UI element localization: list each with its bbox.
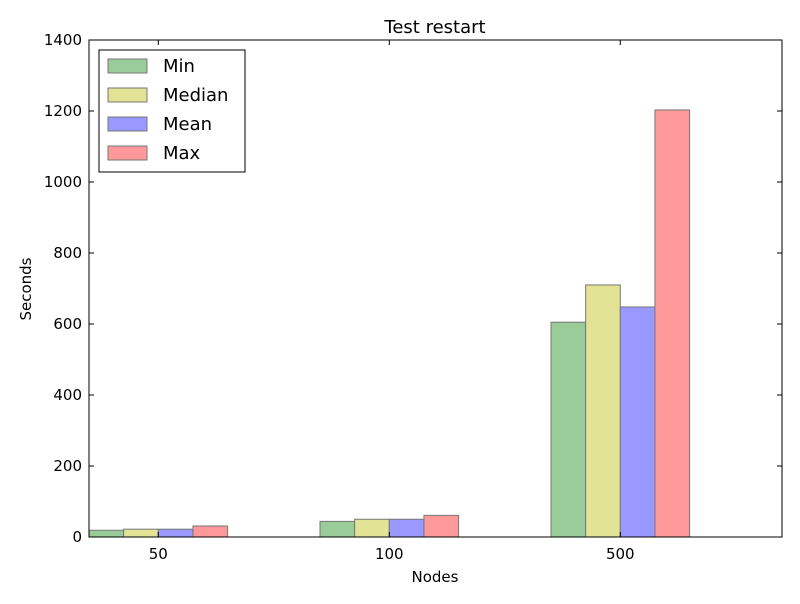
y-tick-label: 1200 xyxy=(44,102,82,120)
bar-min-100 xyxy=(319,520,356,538)
y-tick-label: 400 xyxy=(53,386,82,404)
y-tick-label: 1400 xyxy=(44,31,82,49)
bar-min-50 xyxy=(88,529,125,538)
bar-mean-500 xyxy=(619,306,656,538)
legend-swatch-mean xyxy=(107,116,148,132)
legend-label-mean: Mean xyxy=(163,114,212,135)
y-tick-label: 0 xyxy=(72,528,82,546)
bar-median-500 xyxy=(585,284,621,538)
x-tick-label: 50 xyxy=(149,545,168,563)
y-axis-label: Seconds xyxy=(17,257,35,320)
legend-swatch-median xyxy=(107,87,148,103)
legend: Min Median Mean Max xyxy=(98,49,246,173)
bar-max-100 xyxy=(423,514,460,538)
plot-frame xyxy=(88,39,783,538)
legend-label-max: Max xyxy=(163,143,201,164)
legend-swatch-max xyxy=(107,145,148,161)
legend-label-min: Min xyxy=(163,56,195,77)
legend-label-median: Median xyxy=(163,85,228,106)
x-tick-label: 100 xyxy=(375,545,404,563)
bar-median-100 xyxy=(354,518,390,538)
y-tick-label: 600 xyxy=(53,315,82,333)
y-tick-label: 200 xyxy=(53,457,82,475)
bar-mean-50 xyxy=(157,528,194,538)
legend-swatch-min xyxy=(107,58,148,74)
x-axis-label: Nodes xyxy=(412,568,459,586)
y-tick-label: 800 xyxy=(53,244,82,262)
y-tick-label: 1000 xyxy=(44,173,82,191)
bar-min-500 xyxy=(550,321,587,538)
bar-max-500 xyxy=(654,109,691,538)
bar-median-50 xyxy=(123,528,159,538)
x-tick-label: 500 xyxy=(606,545,635,563)
bar-max-50 xyxy=(192,525,229,538)
bar-mean-100 xyxy=(388,518,425,538)
chart-title: Test restart xyxy=(383,17,485,38)
